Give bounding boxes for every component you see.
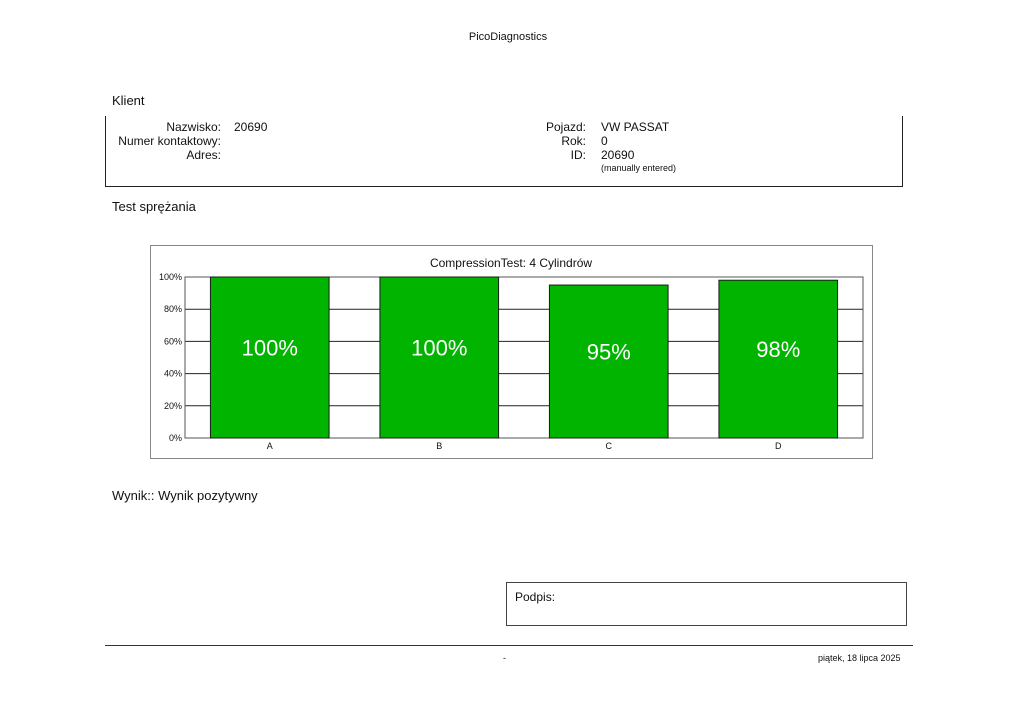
vehicle-label: Pojazd: — [545, 120, 586, 134]
x-category-label: B — [436, 441, 442, 451]
bar-D — [718, 279, 839, 439]
bar-C — [548, 284, 669, 439]
id-value: 20690 — [601, 148, 635, 162]
year-value: 0 — [601, 134, 608, 148]
compression-chart: CompressionTest: 4 Cylindrów 0% 20% 40% 60%… — [150, 245, 873, 459]
signature-label: Podpis: — [515, 590, 556, 604]
surname-value: 20690 — [234, 120, 268, 134]
id-note: (manually entered) — [601, 163, 677, 173]
y-tick-label: 60% — [164, 336, 182, 346]
y-tick-label: 100% — [159, 272, 182, 282]
footer-divider — [105, 645, 913, 646]
year-label: Rok: — [561, 134, 586, 148]
bar-data-label: 95% — [587, 340, 631, 365]
surname-label: Nazwisko: — [166, 120, 221, 134]
chart-title: CompressionTest: 4 Cylindrów — [430, 256, 592, 270]
bar-data-label: 100% — [411, 336, 467, 361]
y-tick-label: 0% — [169, 433, 182, 443]
y-tick-label: 80% — [164, 304, 182, 314]
y-tick-label: 20% — [164, 401, 182, 411]
x-category-label: D — [775, 441, 782, 451]
signature-box: Podpis: — [506, 582, 907, 626]
app-title: PicoDiagnostics — [468, 31, 548, 43]
plot-area-border — [184, 276, 864, 439]
x-category-label: A — [267, 441, 273, 451]
y-tick-label: 40% — [164, 369, 182, 379]
bar-data-label: 98% — [756, 337, 800, 362]
result-text: Wynik:: Wynik pozytywny — [112, 488, 258, 503]
vehicle-value: VW PASSAT — [601, 120, 670, 134]
chart-svg: CompressionTest: 4 Cylindrów 0% 20% 40% 60%… — [159, 256, 864, 451]
id-label: ID: — [570, 148, 586, 162]
x-category-label: C — [606, 441, 613, 451]
bar-B — [379, 276, 500, 439]
client-section-title: Klient — [112, 93, 145, 108]
contact-label: Numer kontaktowy: — [118, 134, 221, 148]
footer-center-text: - — [503, 653, 506, 663]
bar-data-label: 100% — [242, 336, 298, 361]
address-label: Adres: — [186, 148, 221, 162]
client-info-box: Nazwisko: 20690 Numer kontaktowy: Adres:… — [105, 116, 903, 187]
bar-A — [209, 276, 330, 439]
footer-date: piątek, 18 lipca 2025 — [818, 653, 901, 663]
test-section-title: Test sprężania — [112, 199, 196, 214]
